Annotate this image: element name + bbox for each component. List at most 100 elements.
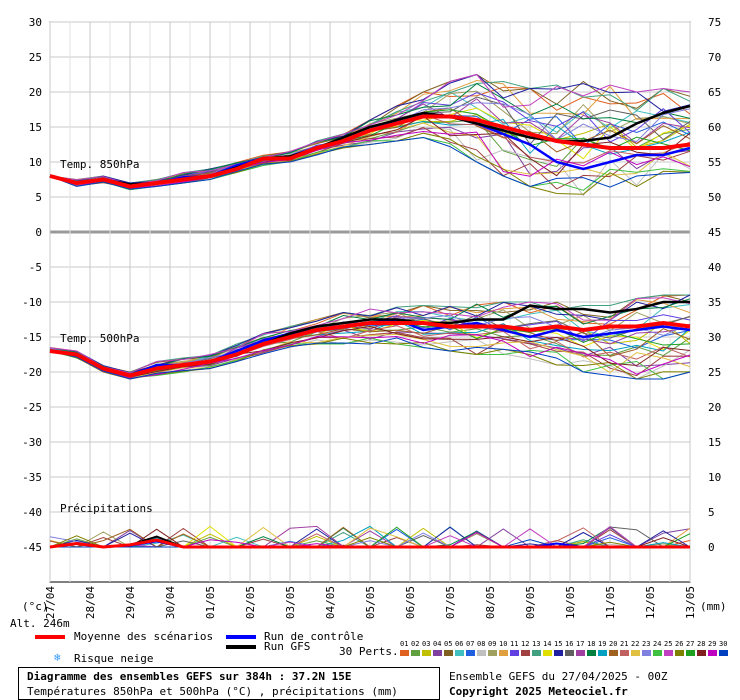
pert-number: 15 <box>554 640 563 648</box>
right-tick-label: 35 <box>708 296 721 309</box>
x-tick-label: 01/05 <box>204 586 217 619</box>
pert-number: 23 <box>642 640 651 648</box>
x-tick-label: 28/04 <box>84 586 97 619</box>
panel-label-precip: Précipitations <box>60 502 153 515</box>
pert-number: 22 <box>631 640 640 648</box>
right-tick-label: 15 <box>708 436 721 449</box>
pert-number: 24 <box>653 640 662 648</box>
pert-number: 12 <box>521 640 530 648</box>
left-tick-label: -10 <box>22 296 42 309</box>
pert-number: 17 <box>576 640 585 648</box>
x-tick-label: 07/05 <box>444 586 457 619</box>
pert-color-box <box>554 650 563 656</box>
pert-color-box <box>620 650 629 656</box>
pert-color-box <box>565 650 574 656</box>
mean-swatch <box>35 635 65 639</box>
series-mean-t850 <box>49 114 691 189</box>
x-tick-label: 10/05 <box>564 586 577 619</box>
pert-number: 04 <box>433 640 442 648</box>
x-tick-label: 11/05 <box>604 586 617 619</box>
ensemble-member-t500 <box>49 337 691 380</box>
pert-color-box <box>521 650 530 656</box>
pert-color-box <box>653 650 662 656</box>
x-tick-label: 12/05 <box>644 586 657 619</box>
pert-number: 09 <box>488 640 497 648</box>
x-tick-label: 27/04 <box>44 586 57 619</box>
ensemble-member-t850 <box>49 73 691 185</box>
pert-color-box <box>686 650 695 656</box>
ensemble-member-t850 <box>49 130 691 189</box>
x-tick-label: 09/05 <box>524 586 537 619</box>
ensemble-member-t500 <box>49 294 691 373</box>
pert-number: 14 <box>543 640 552 648</box>
right-tick-label: 70 <box>708 51 721 64</box>
snow-legend-label: Risque neige <box>74 652 154 665</box>
copyright: Copyright 2025 Meteociel.fr <box>449 685 628 698</box>
right-tick-label: 40 <box>708 261 721 274</box>
pert-color-box <box>598 650 607 656</box>
x-tick-label: 29/04 <box>124 586 137 619</box>
right-tick-label: 65 <box>708 86 721 99</box>
pert-number: 19 <box>598 640 607 648</box>
pert-number: 06 <box>455 640 464 648</box>
pert-color-box <box>708 650 717 656</box>
panel-label-t500: Temp. 500hPa <box>60 332 139 345</box>
right-tick-label: 0 <box>708 541 715 554</box>
chart-subtitle: Températures 850hPa et 500hPa (°C) , pré… <box>27 685 398 698</box>
right-tick-label: 5 <box>708 506 715 519</box>
pert-color-box <box>587 650 596 656</box>
left-tick-label: -35 <box>22 471 42 484</box>
pert-number: 07 <box>466 640 475 648</box>
left-unit-label: (°c) <box>22 600 49 613</box>
pert-number: 03 <box>422 640 431 648</box>
pert-number: 13 <box>532 640 541 648</box>
pert-color-box <box>466 650 475 656</box>
pert-number: 30 <box>719 640 728 648</box>
ensemble-member-t850 <box>49 136 691 190</box>
pert-color-box <box>488 650 497 656</box>
left-tick-label: 25 <box>29 51 42 64</box>
chart-title: Diagramme des ensembles GEFS sur 384h : … <box>27 670 352 683</box>
pert-number: 16 <box>565 640 574 648</box>
pert-color-box <box>631 650 640 656</box>
pert-color-box <box>543 650 552 656</box>
x-tick-label: 06/05 <box>404 586 417 619</box>
pert-color-box <box>411 650 420 656</box>
right-tick-label: 75 <box>708 16 721 29</box>
pert-color-box <box>455 650 464 656</box>
pert-color-box <box>697 650 706 656</box>
pert-color-box <box>444 650 453 656</box>
left-tick-label: 5 <box>35 191 42 204</box>
perts-label: 30 Perts. <box>339 645 399 658</box>
right-tick-label: 25 <box>708 366 721 379</box>
left-tick-label: -5 <box>29 261 42 274</box>
pert-number: 27 <box>686 640 695 648</box>
snowflake-icon: ❄ <box>54 651 61 664</box>
pert-color-box <box>664 650 673 656</box>
left-tick-label: -20 <box>22 366 42 379</box>
ensemble-member-t500 <box>49 325 691 378</box>
right-tick-label: 45 <box>708 226 721 239</box>
pert-number: 26 <box>675 640 684 648</box>
left-tick-label: -15 <box>22 331 42 344</box>
pert-number: 08 <box>477 640 486 648</box>
control-swatch <box>226 635 256 639</box>
series-mean-t500 <box>49 320 691 378</box>
pert-number: 01 <box>400 640 409 648</box>
series-mean-precip <box>49 538 690 549</box>
left-tick-label: -45 <box>22 541 42 554</box>
x-tick-label: 04/05 <box>324 586 337 619</box>
ensemble-member-t500 <box>49 334 691 379</box>
x-tick-label: 03/05 <box>284 586 297 619</box>
panel-label-t850: Temp. 850hPa <box>60 158 139 171</box>
right-tick-label: 60 <box>708 121 721 134</box>
pert-color-box <box>609 650 618 656</box>
pert-color-box <box>422 650 431 656</box>
left-tick-label: 30 <box>29 16 42 29</box>
pert-number: 25 <box>664 640 673 648</box>
info-box: Diagramme des ensembles GEFS sur 384h : … <box>18 667 440 700</box>
right-tick-label: 20 <box>708 401 721 414</box>
mean-legend-label: Moyenne des scénarios <box>74 630 214 643</box>
pert-color-box <box>400 650 409 656</box>
